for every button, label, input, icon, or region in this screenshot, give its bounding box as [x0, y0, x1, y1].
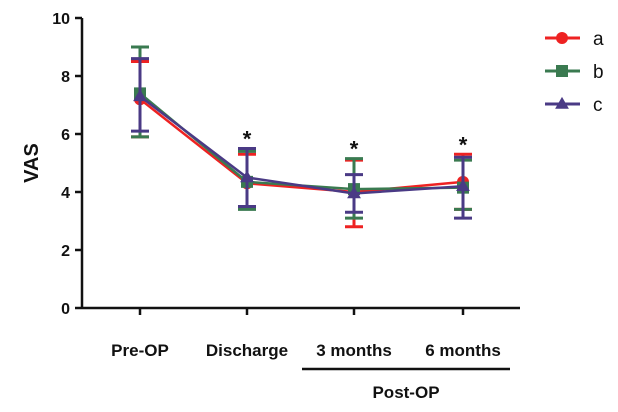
legend-item-b: b — [545, 62, 604, 83]
x-tick-label: Discharge — [206, 341, 288, 360]
series-line-c — [139, 95, 464, 195]
significance-asterisk: * — [459, 132, 468, 157]
data-point-square — [556, 65, 568, 77]
data-point-circle — [556, 32, 568, 44]
data-point-triangle — [347, 186, 361, 199]
legend-label: b — [593, 62, 604, 83]
legend-label: c — [593, 95, 603, 116]
series-line-a — [139, 98, 464, 194]
significance-asterisk: * — [350, 137, 359, 162]
y-tick-label: 6 — [61, 127, 70, 144]
series-a — [131, 60, 472, 229]
x-tick-label: Pre-OP — [111, 341, 169, 360]
legend-item-a: a — [545, 29, 604, 50]
series-c — [131, 57, 472, 220]
legend: abc — [545, 29, 604, 116]
y-axis-label: VAS — [21, 143, 43, 183]
y-tick-label: 2 — [61, 243, 70, 260]
legend-label: a — [593, 29, 604, 50]
y-tick-label: 8 — [61, 69, 70, 86]
y-tick-label: 10 — [52, 11, 70, 28]
post-op-group-label: Post-OP — [372, 383, 439, 402]
data-point-triangle — [240, 170, 254, 183]
series-group — [131, 45, 472, 229]
significance-asterisk: * — [243, 127, 252, 152]
y-tick-label: 4 — [61, 185, 70, 202]
series-line-b — [139, 92, 464, 191]
x-tick-label: 6 months — [425, 341, 501, 360]
legend-item-c: c — [545, 95, 603, 116]
y-tick-label: 0 — [61, 301, 70, 318]
axes: 0 2 4 6 8 10 VAS Pre-OP Discharge 3 months 6 month… — [21, 11, 520, 402]
x-tick-label: 3 months — [316, 341, 392, 360]
data-point-triangle — [456, 179, 470, 191]
data-point-triangle — [133, 89, 147, 102]
data-point-triangle — [555, 96, 569, 109]
